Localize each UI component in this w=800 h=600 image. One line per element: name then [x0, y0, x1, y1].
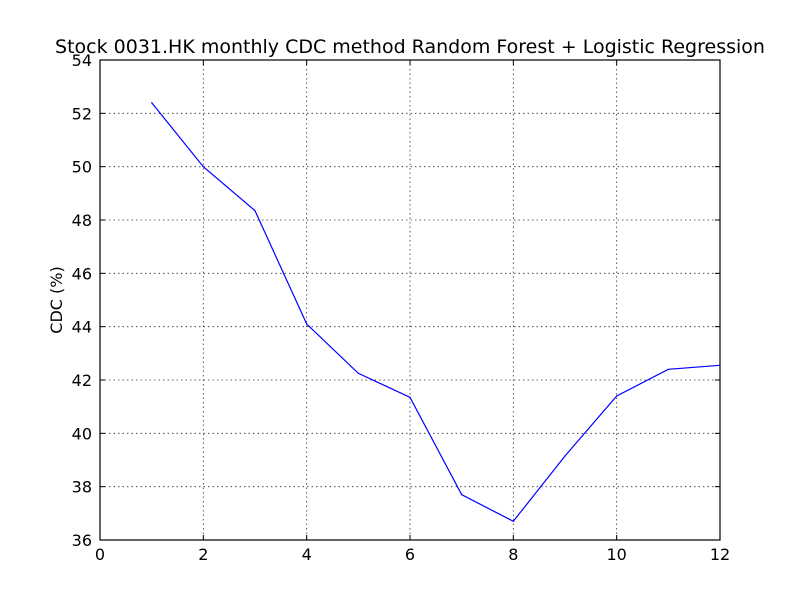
y-tick-label: 46 [72, 264, 92, 283]
x-tick-label: 2 [198, 545, 208, 564]
data-point [409, 396, 411, 398]
x-tick-label: 8 [508, 545, 518, 564]
y-tick-label: 36 [72, 531, 92, 550]
data-point [616, 395, 618, 397]
y-tick-label: 52 [72, 104, 92, 123]
data-point [461, 494, 463, 496]
x-tick-label: 4 [302, 545, 312, 564]
data-point [564, 455, 566, 457]
y-tick-label: 42 [72, 371, 92, 390]
y-tick-label: 40 [72, 424, 92, 443]
x-tick-label: 6 [405, 545, 415, 564]
data-point [306, 323, 308, 325]
data-point [202, 166, 204, 168]
x-tick-label: 10 [606, 545, 626, 564]
x-tick-label: 0 [95, 545, 105, 564]
series-layer [151, 102, 721, 523]
data-point [512, 520, 514, 522]
chart-title: Stock 0031.HK monthly CDC method Random … [55, 36, 765, 58]
y-axis-label: CDC (%) [47, 266, 66, 333]
data-point [667, 368, 669, 370]
y-tick-label: 38 [72, 478, 92, 497]
series-line [151, 102, 721, 523]
data-point [357, 372, 359, 374]
x-tick-label: 12 [710, 545, 730, 564]
y-tick-label: 48 [72, 211, 92, 230]
data-point [151, 102, 153, 104]
y-tick-label: 44 [72, 318, 92, 337]
y-tick-label: 50 [72, 158, 92, 177]
grid [100, 60, 720, 540]
y-tick-label: 54 [72, 51, 92, 70]
data-point [254, 210, 256, 212]
